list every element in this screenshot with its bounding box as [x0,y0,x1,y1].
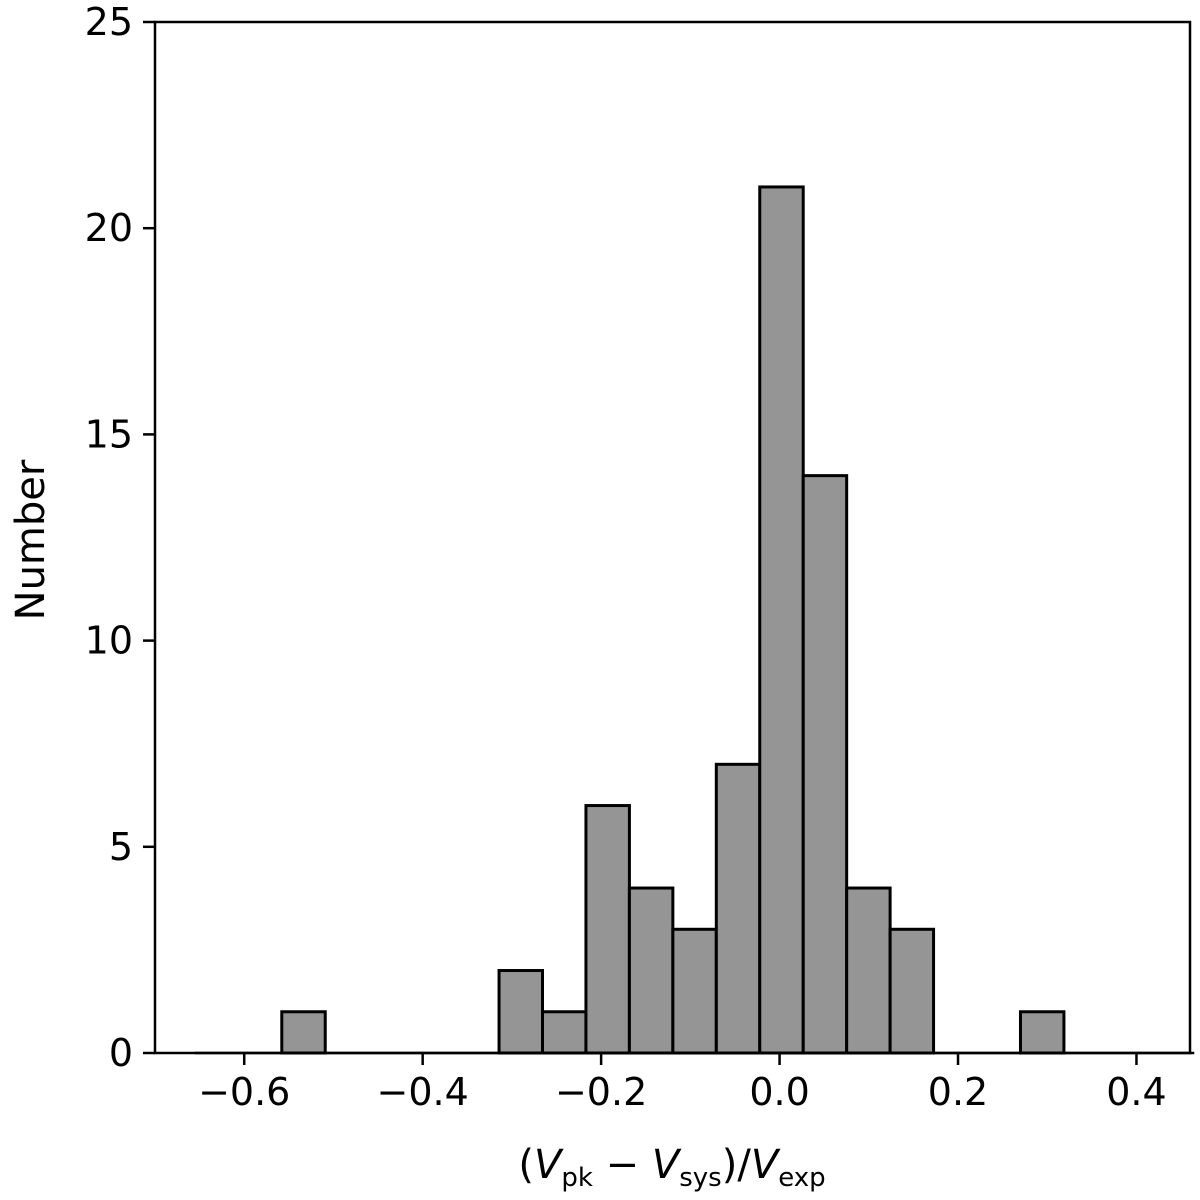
histogram-bar-11 [671,927,718,1055]
histogram-bar-16 [888,927,936,1055]
x-tick-label: −0.2 [555,1070,647,1114]
x-tick-label: 0.4 [1106,1070,1166,1114]
plot-frame [153,20,1192,1055]
x-axis-label-slash: )/ [722,1142,752,1188]
y-axis-label: Number [8,459,54,620]
histogram-bar-8 [541,1010,588,1055]
x-tick-label: 0.2 [928,1070,988,1114]
x-axis-label: (Vpk − Vsys)/Vexp [518,1142,825,1193]
x-axis-label-v3-sub: exp [778,1163,825,1193]
y-tick-label: 25 [85,0,133,44]
x-tick-label: −0.6 [198,1070,290,1114]
x-tick-label: 0.0 [749,1070,809,1114]
histogram-bar-9 [584,804,631,1055]
x-axis: −0.6 −0.4 −0.2 0.0 0.2 0.4 [198,1053,1167,1114]
x-axis-label-v3: V [751,1142,781,1188]
histogram-bar-14 [801,474,849,1055]
histogram-bar-19 [1018,1010,1066,1055]
histogram-bar-15 [845,886,892,1055]
y-tick-label: 10 [85,619,133,663]
histogram-bar-2 [280,1010,327,1055]
x-tick-label: −0.4 [377,1070,469,1114]
bars-group [280,185,1066,1055]
y-tick-label: 5 [109,825,133,869]
x-axis-label-v2: V [652,1142,682,1188]
y-tick-label: 20 [85,206,133,250]
histogram-bar-7 [497,969,545,1055]
x-axis-label-v1-sub: pk [561,1163,593,1193]
x-axis-label-open: ( [518,1142,534,1188]
y-tick-label: 0 [109,1031,133,1075]
histogram-bar-10 [627,886,675,1055]
x-axis-label-v1: V [534,1142,564,1188]
histogram-bar-13 [758,185,805,1055]
y-axis: 0 5 10 15 20 25 [85,0,155,1075]
x-axis-label-minus: − [593,1142,652,1188]
x-axis-label-v2-sub: sys [679,1163,721,1193]
y-tick-label: 15 [85,412,133,456]
histogram-bar-12 [714,762,762,1055]
